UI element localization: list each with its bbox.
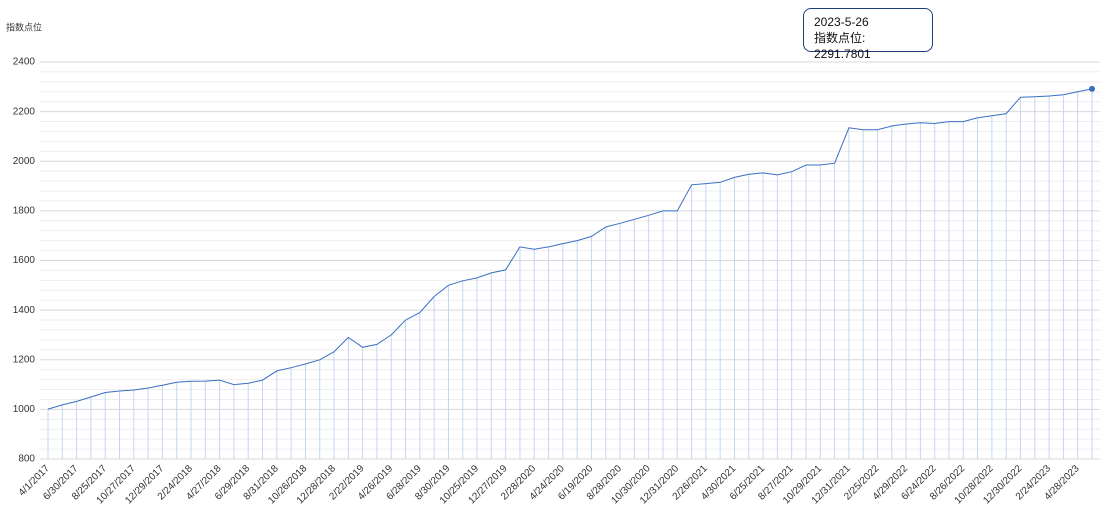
y-tick-label: 1400 bbox=[13, 305, 36, 316]
y-axis-label: 指数点位 bbox=[6, 21, 42, 32]
y-tick-label: 1800 bbox=[13, 206, 36, 217]
y-tick-label: 1000 bbox=[13, 404, 36, 415]
highlight-point bbox=[1089, 85, 1095, 92]
y-tick-label: 1200 bbox=[13, 354, 36, 365]
y-tick-label: 800 bbox=[18, 454, 35, 465]
y-tick-label: 2200 bbox=[13, 106, 36, 117]
y-tick-label: 2400 bbox=[13, 57, 36, 68]
y-tick-label: 2000 bbox=[13, 156, 36, 167]
tooltip: 2023-5-26 指数点位: 2291.7801 bbox=[803, 8, 933, 61]
tooltip-text: 指数点位: 2291.7801 bbox=[814, 31, 871, 61]
tooltip-date: 2023-5-26 bbox=[814, 15, 869, 29]
series-line bbox=[47, 88, 1093, 410]
y-tick-label: 1600 bbox=[13, 255, 36, 266]
